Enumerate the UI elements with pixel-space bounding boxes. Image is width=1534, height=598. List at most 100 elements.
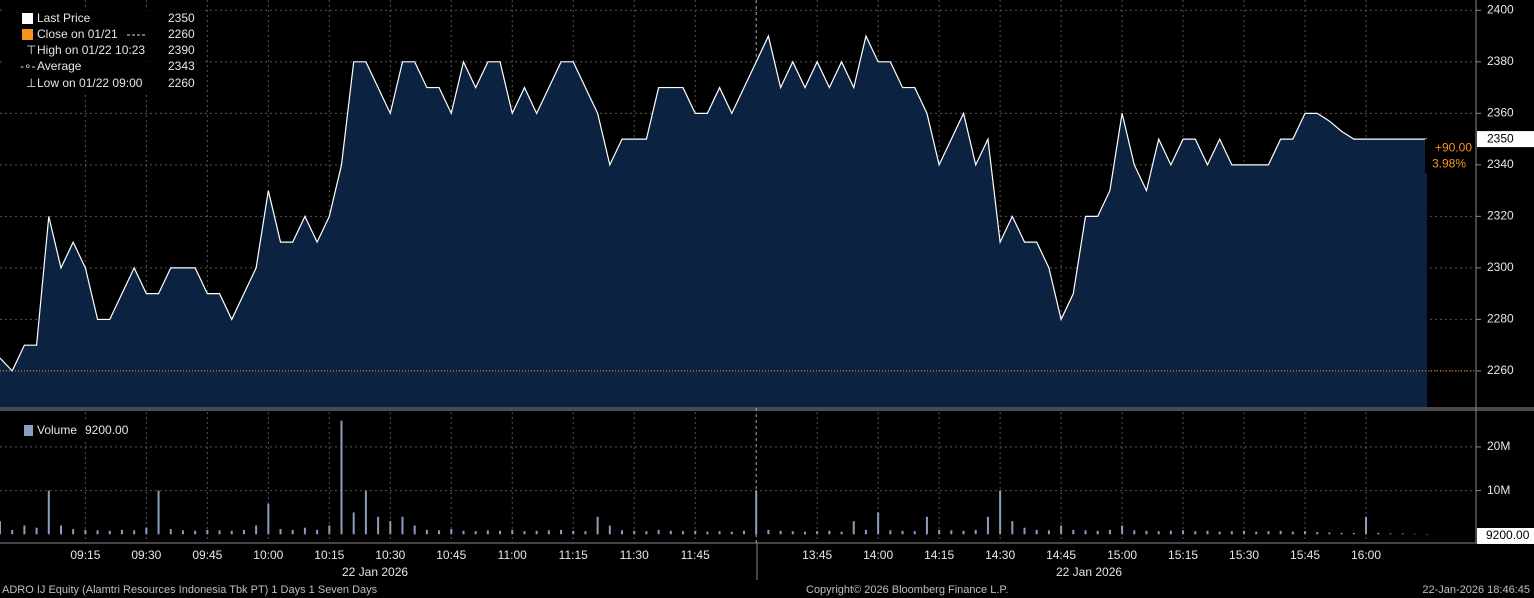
volume-bar (767, 529, 770, 535)
volume-bar (1316, 532, 1319, 535)
volume-bar (120, 529, 123, 535)
volume-bar (389, 521, 392, 535)
volume-bar (1047, 530, 1050, 535)
volume-bar (1096, 530, 1099, 535)
volume-bar (1267, 531, 1270, 535)
volume-bar (303, 527, 306, 535)
x-tick-label: 15:45 (1290, 548, 1320, 562)
volume-bar (72, 529, 75, 535)
volume-bar (255, 525, 258, 535)
x-tick-label: 11:15 (559, 548, 588, 562)
x-tick-label: 15:15 (1168, 548, 1198, 562)
last-price-label: 2350 (1487, 131, 1514, 145)
footer-right: 22-Jan-2026 18:46:45 (1422, 584, 1530, 596)
volume-bar (1352, 532, 1355, 535)
volume-bar (523, 531, 526, 535)
y-tick-label: 20M (1487, 439, 1510, 453)
panel-divider (0, 407, 1534, 411)
volume-bar (974, 529, 977, 535)
volume-bar (377, 516, 380, 535)
volume-bar (1206, 530, 1209, 535)
legend-swatch (22, 29, 33, 40)
x-tick-label: 09:30 (131, 548, 161, 562)
volume-bar (1145, 530, 1148, 535)
volume-bar (1401, 533, 1404, 535)
x-tick-label: 14:15 (924, 548, 954, 562)
volume-bar (425, 529, 428, 535)
y-tick-label: 2380 (1487, 54, 1514, 68)
volume-bar (962, 530, 965, 535)
volume-bar (669, 530, 672, 535)
volume-bar (803, 531, 806, 535)
volume-bar (1169, 530, 1172, 535)
x-tick-label: 09:15 (70, 548, 100, 562)
legend-label: Close on 01/21 (37, 27, 118, 41)
volume-bar (694, 530, 697, 535)
volume-bar (1389, 533, 1392, 535)
volume-bar (474, 531, 477, 535)
volume-bar (206, 529, 209, 535)
y-tick-label: 2280 (1487, 312, 1514, 326)
volume-bar (1157, 531, 1160, 535)
volume-bar (511, 529, 514, 535)
volume-bar (364, 490, 367, 535)
legend-box (4, 8, 204, 94)
volume-bar (1426, 534, 1428, 535)
volume-bar (791, 531, 794, 535)
volume-bar (291, 529, 294, 535)
x-tick-label: 10:15 (314, 548, 344, 562)
volume-bar (328, 525, 331, 535)
y-tick-label: 2340 (1487, 157, 1514, 171)
volume-bar (1279, 530, 1282, 535)
legend-label: High on 01/22 10:23 (37, 43, 145, 57)
legend-value: 2343 (168, 59, 195, 73)
volume-bar (169, 529, 172, 535)
x-tick-label: 15:00 (1107, 548, 1137, 562)
y-tick-label: 2400 (1487, 2, 1514, 16)
volume-bar (913, 531, 916, 535)
volume-bar (828, 530, 831, 535)
legend-icon: ⊤ (26, 43, 36, 57)
x-tick-label: 14:30 (985, 548, 1015, 562)
change-annotation: +90.00 (1435, 140, 1472, 154)
volume-bar (1218, 531, 1221, 535)
volume-bar (438, 530, 441, 535)
volume-bar (499, 530, 502, 535)
y-tick-label: 2320 (1487, 209, 1514, 223)
volume-bar (1230, 531, 1233, 535)
volume-bar (852, 521, 855, 535)
volume-bar (1011, 521, 1014, 535)
volume-bar (633, 530, 636, 535)
x-tick-label: 15:30 (1229, 548, 1259, 562)
legend-box (4, 421, 140, 441)
volume-bar (279, 529, 282, 535)
last-volume-box (1477, 528, 1534, 544)
volume-bar (181, 530, 184, 535)
volume-bar (23, 525, 26, 535)
volume-bar (157, 490, 160, 535)
volume-bar (1072, 529, 1075, 535)
volume-bar (1060, 525, 1063, 535)
x-tick-label: 14:45 (1046, 548, 1076, 562)
volume-bar (889, 530, 892, 535)
x-tick-label: 13:45 (802, 548, 832, 562)
volume-bar (1255, 531, 1258, 535)
volume-bar (901, 530, 904, 535)
last-price-box (1477, 131, 1534, 148)
volume-bar (1291, 531, 1294, 535)
change-annotation: 3.98% (1432, 156, 1466, 170)
y-tick-label: 2260 (1487, 363, 1514, 377)
last-volume-label: 9200.00 (1486, 528, 1530, 542)
volume-bar (840, 531, 843, 535)
legend-value: 2260 (168, 27, 195, 41)
volume-bar (816, 531, 819, 535)
plot: 09:15 09:30 09:45 10:00 10:15 10:30 10:45 11:00… (0, 0, 1476, 562)
x-tick-label: 14:00 (863, 548, 893, 562)
x-tick-label: 09:45 (192, 548, 222, 562)
x-tick-label: 10:30 (375, 548, 405, 562)
volume-bar (1121, 525, 1124, 535)
volume-bar (1194, 531, 1197, 535)
y-tick-label: 2360 (1487, 106, 1514, 120)
volume-bar (925, 516, 928, 535)
legend-value: 2390 (168, 43, 195, 57)
